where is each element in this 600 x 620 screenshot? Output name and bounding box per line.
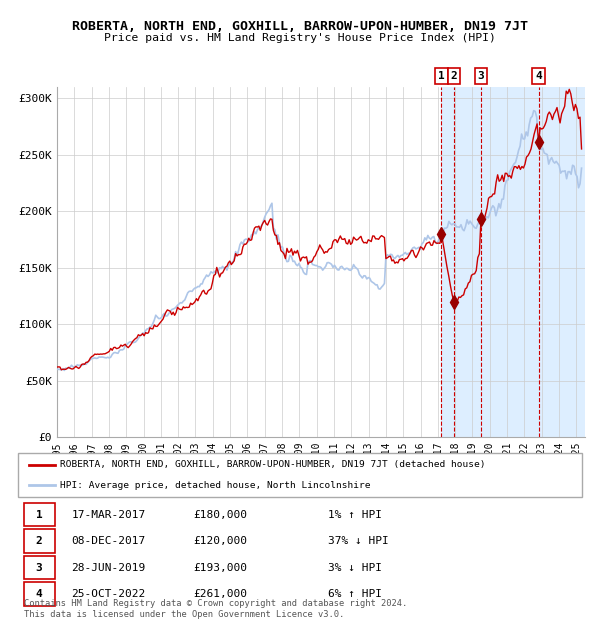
- FancyBboxPatch shape: [23, 582, 55, 606]
- Text: 3% ↓ HPI: 3% ↓ HPI: [328, 562, 382, 573]
- Text: 37% ↓ HPI: 37% ↓ HPI: [328, 536, 389, 546]
- Text: £180,000: £180,000: [193, 510, 247, 520]
- Text: 2: 2: [451, 71, 458, 81]
- Text: 1: 1: [438, 71, 445, 81]
- Text: 3: 3: [36, 562, 43, 573]
- Text: 4: 4: [36, 589, 43, 599]
- Text: ROBERTA, NORTH END, GOXHILL, BARROW-UPON-HUMBER, DN19 7JT (detached house): ROBERTA, NORTH END, GOXHILL, BARROW-UPON…: [60, 460, 486, 469]
- Text: Price paid vs. HM Land Registry's House Price Index (HPI): Price paid vs. HM Land Registry's House …: [104, 33, 496, 43]
- Text: £120,000: £120,000: [193, 536, 247, 546]
- Bar: [442, 87, 585, 437]
- Text: £261,000: £261,000: [193, 589, 247, 599]
- Text: 1% ↑ HPI: 1% ↑ HPI: [328, 510, 382, 520]
- FancyBboxPatch shape: [23, 556, 55, 580]
- Text: HPI: Average price, detached house, North Lincolnshire: HPI: Average price, detached house, Nort…: [60, 480, 371, 490]
- Text: 25-OCT-2022: 25-OCT-2022: [71, 589, 146, 599]
- Text: Contains HM Land Registry data © Crown copyright and database right 2024.
This d: Contains HM Land Registry data © Crown c…: [24, 600, 407, 619]
- Text: 28-JUN-2019: 28-JUN-2019: [71, 562, 146, 573]
- Text: ROBERTA, NORTH END, GOXHILL, BARROW-UPON-HUMBER, DN19 7JT: ROBERTA, NORTH END, GOXHILL, BARROW-UPON…: [72, 20, 528, 33]
- FancyBboxPatch shape: [18, 453, 582, 497]
- Text: 17-MAR-2017: 17-MAR-2017: [71, 510, 146, 520]
- FancyBboxPatch shape: [23, 503, 55, 526]
- FancyBboxPatch shape: [23, 529, 55, 553]
- Text: 4: 4: [535, 71, 542, 81]
- Text: £193,000: £193,000: [193, 562, 247, 573]
- Text: 6% ↑ HPI: 6% ↑ HPI: [328, 589, 382, 599]
- Text: 3: 3: [478, 71, 484, 81]
- Text: 2: 2: [36, 536, 43, 546]
- Text: 08-DEC-2017: 08-DEC-2017: [71, 536, 146, 546]
- Text: 1: 1: [36, 510, 43, 520]
